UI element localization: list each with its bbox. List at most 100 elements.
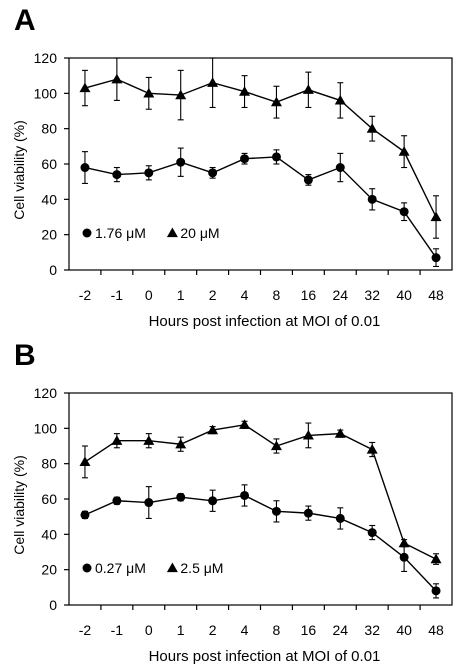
data-point (366, 444, 378, 454)
legend-marker (82, 228, 92, 238)
data-point (431, 586, 441, 596)
x-tick-label: 40 (396, 622, 412, 638)
data-point (143, 435, 155, 445)
y-tick-label: 100 (34, 420, 58, 436)
x-axis-label: Hours post infection at MOI of 0.01 (149, 313, 381, 330)
x-tick-label: 2 (209, 622, 217, 638)
y-tick-label: 120 (34, 385, 58, 401)
x-tick-label: 1 (177, 622, 185, 638)
data-point (430, 211, 442, 222)
x-tick-label: 40 (396, 287, 412, 303)
data-point (367, 528, 377, 538)
x-tick-label: -1 (111, 287, 124, 303)
series-line (84, 156, 437, 259)
y-axis-label: Cell viability (%) (11, 455, 27, 555)
data-point (80, 510, 90, 520)
series-line (84, 494, 437, 592)
series-line (84, 78, 437, 218)
x-tick-label: 4 (241, 287, 249, 303)
x-tick-label: 24 (333, 287, 349, 303)
legend-marker (166, 562, 178, 573)
y-tick-label: 60 (41, 491, 57, 507)
x-tick-label: -2 (79, 622, 92, 638)
x-tick-label: 48 (428, 622, 444, 638)
data-point (175, 438, 187, 449)
legend-label: 1.76 μM (95, 225, 146, 241)
chart-panel-b: B 0 20 40 60 80 100 120 -2 -1 0 1 2 4 8 16 24 32 40 48 Hour… (0, 335, 462, 669)
data-point (208, 496, 218, 506)
series-line (84, 424, 437, 560)
y-tick-label: 40 (41, 526, 57, 542)
data-point (270, 96, 282, 107)
data-point (208, 168, 218, 178)
x-tick-label: 24 (333, 622, 349, 638)
data-point (80, 163, 90, 173)
data-point (207, 424, 219, 435)
data-point (398, 146, 410, 156)
series-triangle (79, 419, 442, 565)
data-point (79, 456, 91, 467)
y-tick-label: 120 (34, 50, 58, 66)
data-point (366, 123, 378, 133)
data-point (175, 89, 187, 100)
data-point (176, 157, 186, 167)
x-tick-label: 16 (301, 622, 317, 638)
x-axis-label: Hours post infection at MOI of 0.01 (149, 648, 381, 665)
y-tick-label: 80 (41, 121, 57, 137)
data-point (271, 152, 281, 162)
x-tick-label: 1 (177, 287, 185, 303)
data-point (112, 496, 122, 506)
data-point (79, 82, 91, 93)
y-tick-label: 40 (41, 191, 57, 207)
data-point (239, 419, 251, 429)
series-circle (80, 484, 441, 599)
panel-label: B (14, 339, 36, 372)
x-tick-label: 48 (428, 287, 444, 303)
y-tick-label: 20 (41, 227, 57, 243)
data-point (207, 77, 219, 87)
panel-label: A (14, 4, 36, 37)
data-point (334, 94, 346, 105)
data-point (431, 253, 441, 263)
data-point (302, 429, 314, 440)
x-tick-label: 32 (364, 622, 380, 638)
x-tick-label: 0 (145, 287, 153, 303)
data-point (430, 553, 442, 564)
data-point (398, 537, 410, 548)
data-point (112, 170, 122, 180)
data-point (303, 175, 313, 185)
data-point (335, 513, 345, 523)
data-point (144, 498, 154, 508)
legend-marker (82, 563, 92, 573)
series-triangle (79, 57, 442, 239)
data-point (367, 194, 377, 204)
data-point (302, 84, 314, 94)
y-tick-label: 80 (41, 456, 57, 472)
x-tick-label: -2 (79, 287, 92, 303)
y-axis-label: Cell viability (%) (11, 120, 27, 220)
data-point (334, 428, 346, 438)
data-point (176, 492, 186, 502)
chart-panel-a: A 0 20 40 60 80 100 120 -2 -1 0 1 2 4 8 16 24 32 40 48 Hour… (11, 4, 453, 330)
data-point (399, 207, 409, 217)
legend-label: 20 μM (180, 225, 219, 241)
data-point (303, 508, 313, 518)
legend-marker (166, 227, 178, 238)
data-point (239, 86, 251, 96)
data-point (240, 490, 250, 500)
x-tick-label: 8 (273, 622, 281, 638)
x-tick-label: -1 (111, 622, 124, 638)
data-point (399, 552, 409, 562)
data-point (240, 154, 250, 164)
data-point (270, 440, 282, 451)
x-tick-label: 8 (273, 287, 281, 303)
y-tick-label: 100 (34, 85, 58, 101)
y-tick-label: 20 (41, 562, 57, 578)
y-tick-label: 0 (49, 262, 57, 278)
data-point (144, 168, 154, 178)
x-tick-label: 0 (145, 622, 153, 638)
y-tick-label: 0 (49, 597, 57, 613)
data-point (111, 435, 123, 445)
